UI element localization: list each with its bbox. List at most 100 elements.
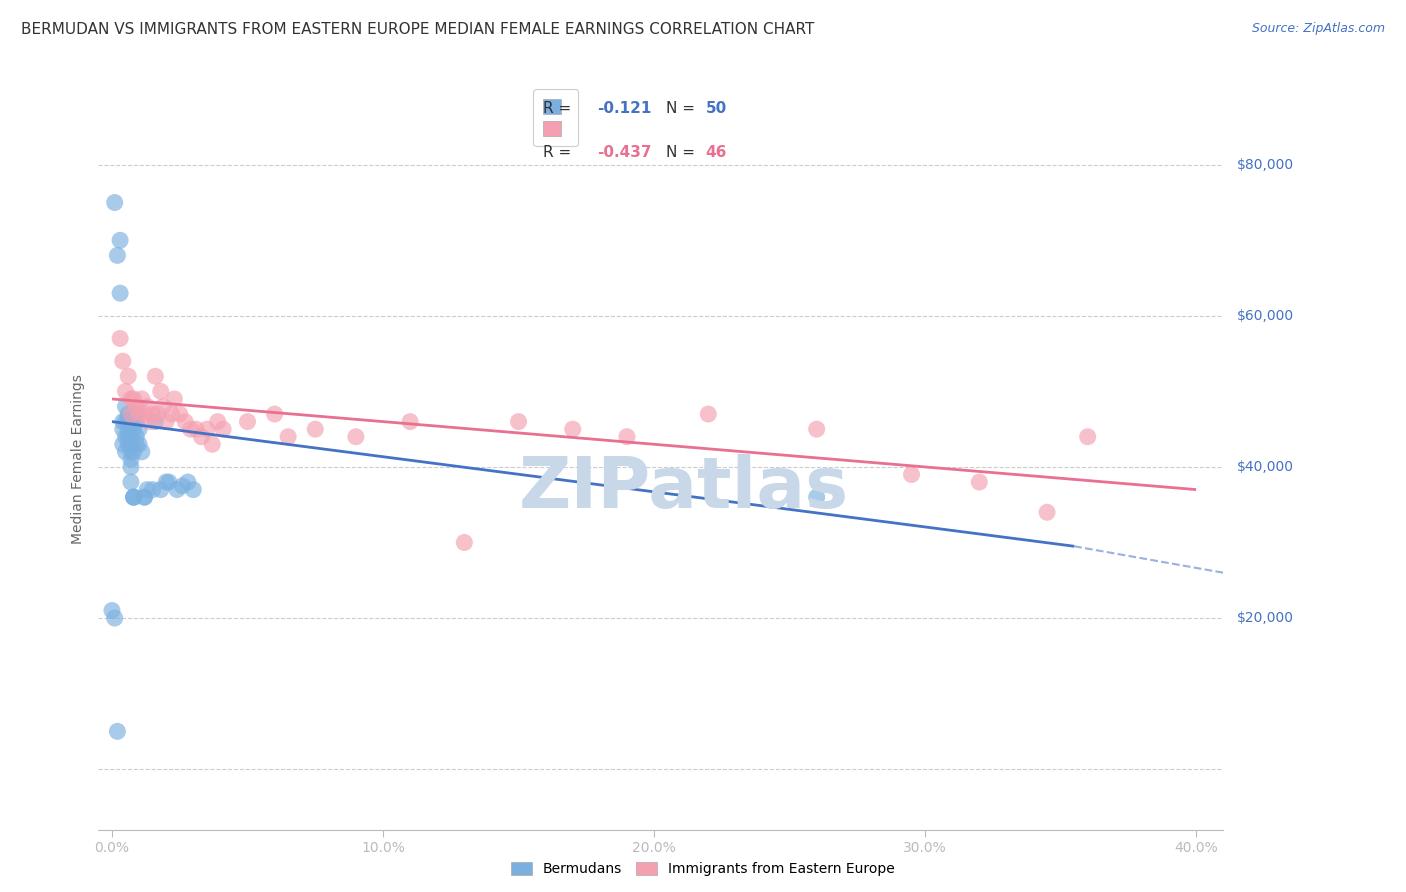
Point bbox=[160, 407, 183, 421]
Point bbox=[900, 467, 922, 482]
Point bbox=[177, 475, 200, 489]
Point bbox=[111, 422, 134, 436]
Point bbox=[108, 286, 131, 301]
Point bbox=[969, 475, 991, 489]
Point bbox=[104, 195, 127, 210]
Point bbox=[105, 248, 128, 262]
Point bbox=[1077, 430, 1099, 444]
Point bbox=[697, 407, 720, 421]
Point bbox=[207, 415, 229, 429]
Point bbox=[181, 483, 204, 497]
Point bbox=[166, 483, 188, 497]
Point bbox=[120, 445, 142, 459]
Point bbox=[152, 400, 174, 414]
Point bbox=[104, 611, 127, 625]
Point bbox=[111, 415, 134, 429]
Point bbox=[806, 422, 828, 436]
Text: $60,000: $60,000 bbox=[1237, 309, 1295, 323]
Text: N =: N = bbox=[666, 101, 700, 116]
Point bbox=[277, 430, 299, 444]
Legend: Bermudans, Immigrants from Eastern Europe: Bermudans, Immigrants from Eastern Europ… bbox=[508, 858, 898, 880]
Point bbox=[128, 437, 150, 451]
Point bbox=[184, 422, 207, 436]
Point bbox=[143, 369, 166, 384]
Point bbox=[136, 483, 159, 497]
Point bbox=[131, 445, 153, 459]
Point bbox=[163, 392, 186, 406]
Point bbox=[117, 422, 139, 436]
Point bbox=[111, 437, 134, 451]
Point bbox=[114, 430, 136, 444]
Point bbox=[117, 407, 139, 421]
Point bbox=[122, 422, 145, 436]
Text: ZIPatlas: ZIPatlas bbox=[519, 455, 848, 524]
Point bbox=[142, 483, 165, 497]
Point bbox=[201, 437, 224, 451]
Text: $80,000: $80,000 bbox=[1237, 158, 1295, 172]
Text: $40,000: $40,000 bbox=[1237, 460, 1294, 474]
Point bbox=[142, 407, 165, 421]
Point bbox=[172, 479, 194, 493]
Point bbox=[236, 415, 259, 429]
Point bbox=[146, 407, 169, 421]
Point bbox=[101, 603, 124, 617]
Point bbox=[806, 490, 828, 504]
Point bbox=[125, 430, 148, 444]
Point bbox=[134, 407, 156, 421]
Point bbox=[117, 430, 139, 444]
Point bbox=[139, 415, 162, 429]
Point bbox=[212, 422, 235, 436]
Point bbox=[143, 415, 166, 429]
Point bbox=[122, 490, 145, 504]
Point bbox=[117, 415, 139, 429]
Point bbox=[399, 415, 422, 429]
Point bbox=[616, 430, 638, 444]
Point bbox=[105, 724, 128, 739]
Point bbox=[117, 437, 139, 451]
Point bbox=[111, 354, 134, 368]
Point bbox=[108, 233, 131, 247]
Point bbox=[180, 422, 202, 436]
Point bbox=[120, 392, 142, 406]
Point bbox=[136, 400, 159, 414]
Point bbox=[120, 437, 142, 451]
Point bbox=[149, 483, 172, 497]
Text: 50: 50 bbox=[706, 101, 727, 116]
Point bbox=[157, 475, 180, 489]
Point bbox=[122, 490, 145, 504]
Point bbox=[1036, 505, 1059, 519]
Point bbox=[134, 490, 156, 504]
Point bbox=[120, 452, 142, 467]
Point bbox=[125, 407, 148, 421]
Point bbox=[263, 407, 285, 421]
Point bbox=[108, 331, 131, 345]
Point bbox=[120, 459, 142, 474]
Point bbox=[117, 369, 139, 384]
Point bbox=[304, 422, 326, 436]
Legend: , : , bbox=[533, 89, 578, 146]
Point bbox=[120, 430, 142, 444]
Point bbox=[122, 445, 145, 459]
Text: 46: 46 bbox=[706, 145, 727, 161]
Point bbox=[508, 415, 530, 429]
Point bbox=[149, 384, 172, 399]
Point bbox=[155, 475, 177, 489]
Point bbox=[122, 392, 145, 406]
Text: R =: R = bbox=[543, 101, 581, 116]
Text: -0.437: -0.437 bbox=[596, 145, 651, 161]
Point bbox=[125, 400, 148, 414]
Point bbox=[344, 430, 367, 444]
Point bbox=[114, 445, 136, 459]
Point bbox=[134, 490, 156, 504]
Point bbox=[120, 475, 142, 489]
Point bbox=[114, 384, 136, 399]
Point bbox=[169, 407, 191, 421]
Point bbox=[561, 422, 583, 436]
Point bbox=[114, 400, 136, 414]
Point bbox=[125, 415, 148, 429]
Point bbox=[114, 415, 136, 429]
Y-axis label: Median Female Earnings: Median Female Earnings bbox=[72, 375, 86, 544]
Point bbox=[174, 415, 197, 429]
Point bbox=[122, 490, 145, 504]
Point bbox=[128, 422, 150, 436]
